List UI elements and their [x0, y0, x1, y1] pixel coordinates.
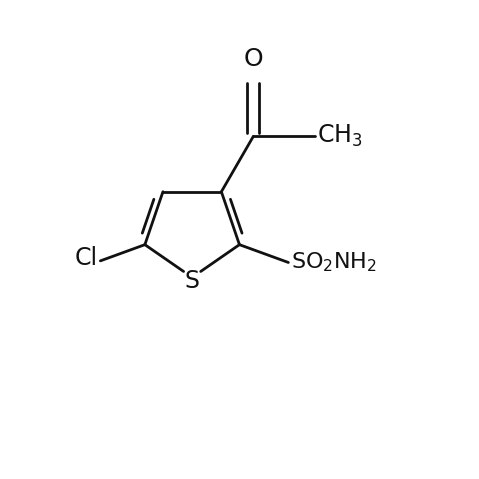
Text: S: S: [185, 269, 200, 293]
Text: CH$_3$: CH$_3$: [317, 123, 363, 149]
Text: Cl: Cl: [75, 247, 98, 271]
Text: SO$_2$NH$_2$: SO$_2$NH$_2$: [291, 251, 376, 274]
Text: O: O: [243, 47, 263, 71]
